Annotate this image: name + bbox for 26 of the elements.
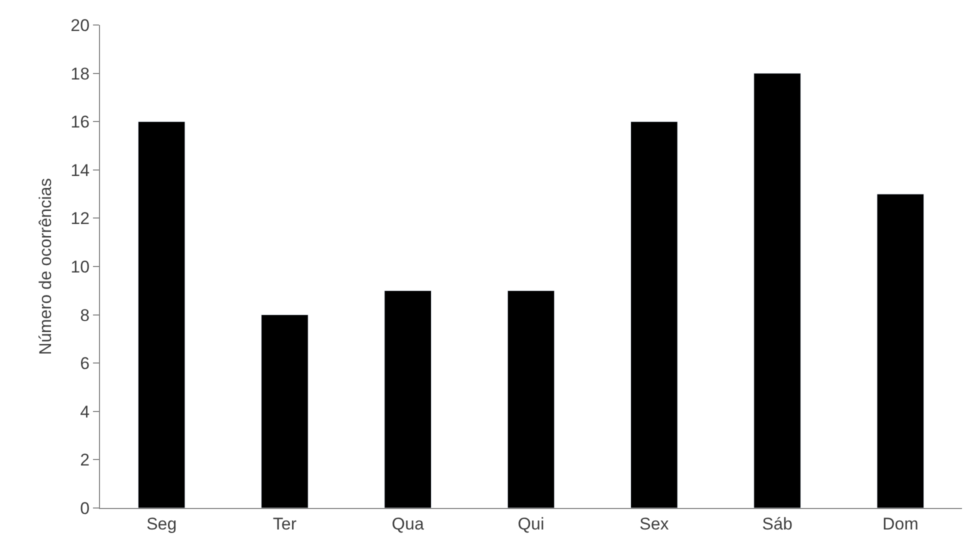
x-tick-label: Qua [392, 514, 424, 534]
y-tick-label: 8 [80, 306, 90, 325]
y-tick-label: 20 [70, 16, 90, 35]
bar [138, 121, 186, 508]
x-tick-label: Qui [518, 514, 544, 534]
y-tick-label: 2 [80, 450, 90, 470]
bar [384, 290, 432, 508]
bar [876, 194, 924, 508]
bar [507, 290, 555, 508]
y-tick-label: 6 [80, 354, 90, 374]
x-tick-label: Sáb [762, 514, 792, 534]
y-tick-label: 10 [70, 257, 90, 276]
bar [261, 314, 308, 508]
y-axis-title: Número de ocorrências [36, 178, 56, 355]
y-tick-label: 16 [70, 112, 90, 132]
y-tick-label: 0 [80, 498, 90, 518]
y-tick-label: 18 [70, 64, 90, 84]
x-tick-label: Dom [882, 514, 918, 534]
x-tick-label: Sex [639, 514, 670, 534]
bar [754, 73, 801, 508]
x-tick-label: Ter [272, 514, 297, 534]
y-tick-label: 12 [70, 209, 90, 228]
x-tick-label: Seg [146, 514, 177, 534]
bar [630, 121, 678, 508]
y-tick-label: 14 [70, 160, 90, 180]
y-tick-label: 4 [80, 402, 90, 422]
